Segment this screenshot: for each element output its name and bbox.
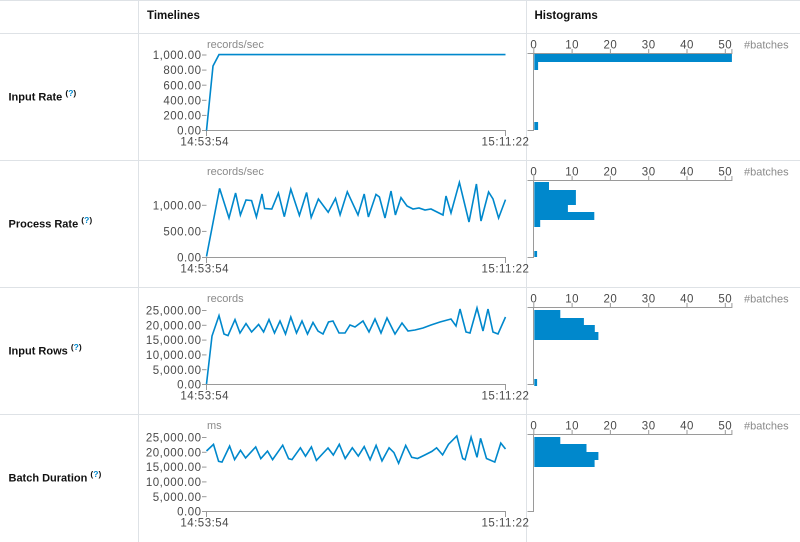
svg-text:10: 10 (565, 294, 579, 306)
svg-text:30: 30 (642, 294, 656, 306)
svg-text:800.00: 800.00 (163, 65, 201, 77)
svg-text:#batches: #batches (744, 421, 789, 433)
svg-text:15,000.00: 15,000.00 (146, 462, 202, 474)
svg-text:25,000.00: 25,000.00 (146, 306, 202, 318)
svg-text:14:53:54: 14:53:54 (180, 391, 229, 403)
svg-text:0: 0 (530, 421, 537, 433)
svg-text:#batches: #batches (744, 40, 789, 52)
svg-text:600.00: 600.00 (163, 80, 201, 92)
svg-text:10,000.00: 10,000.00 (146, 350, 202, 362)
svg-text:14:53:54: 14:53:54 (180, 264, 229, 276)
svg-text:14:53:54: 14:53:54 (180, 518, 229, 530)
svg-text:40: 40 (680, 294, 694, 306)
svg-text:records: records (207, 293, 244, 305)
svg-text:40: 40 (680, 40, 694, 52)
svg-text:10: 10 (565, 167, 579, 179)
svg-text:0: 0 (530, 294, 537, 306)
svg-text:1,000.00: 1,000.00 (153, 200, 202, 212)
svg-text:10,000.00: 10,000.00 (146, 477, 202, 489)
svg-text:records/sec: records/sec (207, 39, 264, 51)
svg-text:ms: ms (207, 420, 222, 432)
svg-text:50: 50 (718, 421, 732, 433)
svg-text:0.00: 0.00 (177, 507, 201, 519)
svg-text:#batches: #batches (744, 167, 789, 179)
svg-text:50: 50 (718, 167, 732, 179)
svg-text:25,000.00: 25,000.00 (146, 433, 202, 445)
svg-text:40: 40 (680, 167, 694, 179)
svg-text:5,000.00: 5,000.00 (153, 365, 202, 377)
svg-text:15:11:22: 15:11:22 (482, 518, 530, 530)
svg-text:50: 50 (718, 294, 732, 306)
svg-text:15:11:22: 15:11:22 (482, 264, 530, 276)
svg-text:records/sec: records/sec (207, 166, 264, 178)
svg-text:15,000.00: 15,000.00 (146, 335, 202, 347)
svg-text:15:11:22: 15:11:22 (482, 137, 530, 149)
svg-text:30: 30 (642, 167, 656, 179)
svg-text:0.00: 0.00 (177, 126, 201, 138)
svg-text:20,000.00: 20,000.00 (146, 447, 202, 459)
svg-text:0: 0 (530, 40, 537, 52)
svg-text:0: 0 (530, 167, 537, 179)
svg-text:14:53:54: 14:53:54 (180, 137, 229, 149)
svg-text:400.00: 400.00 (163, 95, 201, 107)
svg-text:#batches: #batches (744, 294, 789, 306)
svg-text:20: 20 (604, 167, 618, 179)
svg-text:40: 40 (680, 421, 694, 433)
svg-text:10: 10 (565, 421, 579, 433)
svg-text:5,000.00: 5,000.00 (153, 492, 202, 504)
svg-text:50: 50 (718, 40, 732, 52)
svg-text:500.00: 500.00 (163, 227, 201, 239)
svg-text:30: 30 (642, 40, 656, 52)
svg-text:10: 10 (565, 40, 579, 52)
svg-text:20: 20 (604, 421, 618, 433)
svg-text:15:11:22: 15:11:22 (482, 391, 530, 403)
svg-text:20: 20 (604, 294, 618, 306)
svg-text:20,000.00: 20,000.00 (146, 320, 202, 332)
svg-text:0.00: 0.00 (177, 253, 201, 265)
svg-text:30: 30 (642, 421, 656, 433)
svg-text:0.00: 0.00 (177, 380, 201, 392)
svg-text:1,000.00: 1,000.00 (153, 50, 202, 62)
svg-text:20: 20 (604, 40, 618, 52)
svg-text:200.00: 200.00 (163, 111, 201, 123)
